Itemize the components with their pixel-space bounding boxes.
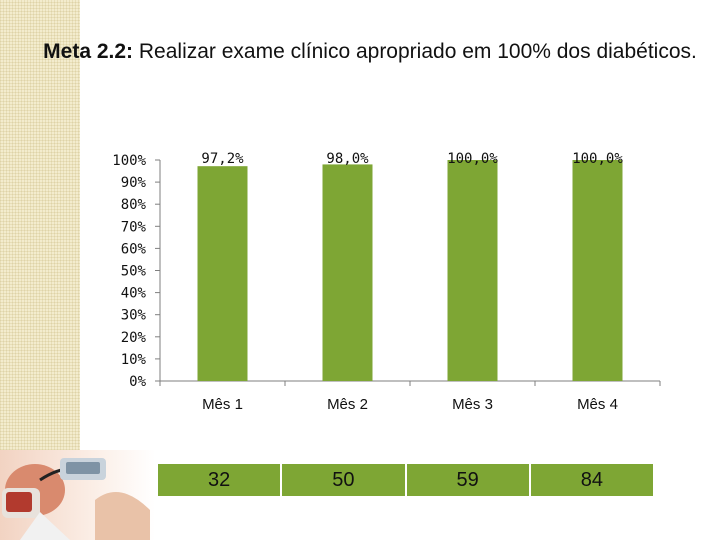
count-cell-4: 84: [529, 463, 654, 497]
category-label: Mês 2: [327, 396, 368, 413]
bar-chart: 0% 10% 20% 30% 40% 50% 60% 70% 80% 90% 100% 97,2% Mê…: [112, 151, 661, 413]
y-tick-label: 70%: [121, 219, 147, 235]
y-tick-label: 90%: [121, 175, 147, 191]
y-tick-label: 0%: [129, 374, 146, 390]
y-tick-label: 40%: [121, 286, 147, 302]
data-label: 97,2%: [201, 151, 244, 167]
count-cell-1: 32: [157, 463, 282, 497]
y-tick-label: 50%: [121, 264, 147, 280]
bar: [322, 164, 373, 381]
y-tick-label: 30%: [121, 308, 147, 324]
y-tick-label: 20%: [121, 330, 147, 346]
title-lead: Meta 2.2:: [43, 40, 134, 63]
data-label: 100,0%: [572, 151, 623, 167]
blood-pressure-photo: [0, 450, 155, 540]
decorative-strip: [0, 0, 80, 450]
category-label: Mês 1: [202, 396, 243, 413]
bar: [197, 166, 248, 381]
slide-title: Meta 2.2: Realizar exame clínico apropri…: [30, 38, 710, 66]
category-label: Mês 3: [452, 396, 493, 413]
data-label: 98,0%: [326, 151, 369, 167]
y-tick-label: 10%: [121, 352, 147, 368]
category-label: Mês 4: [577, 396, 618, 413]
counts-row: 32 50 59 84: [157, 463, 654, 497]
bar: [572, 160, 623, 381]
bar: [447, 160, 498, 381]
y-tick-label: 100%: [112, 153, 146, 169]
y-tick-label: 60%: [121, 241, 147, 257]
count-cell-2: 50: [281, 463, 406, 497]
y-tick-label: 80%: [121, 197, 147, 213]
title-text: Realizar exame clínico apropriado em 100…: [138, 40, 697, 63]
data-label: 100,0%: [447, 151, 498, 167]
count-cell-3: 59: [405, 463, 530, 497]
